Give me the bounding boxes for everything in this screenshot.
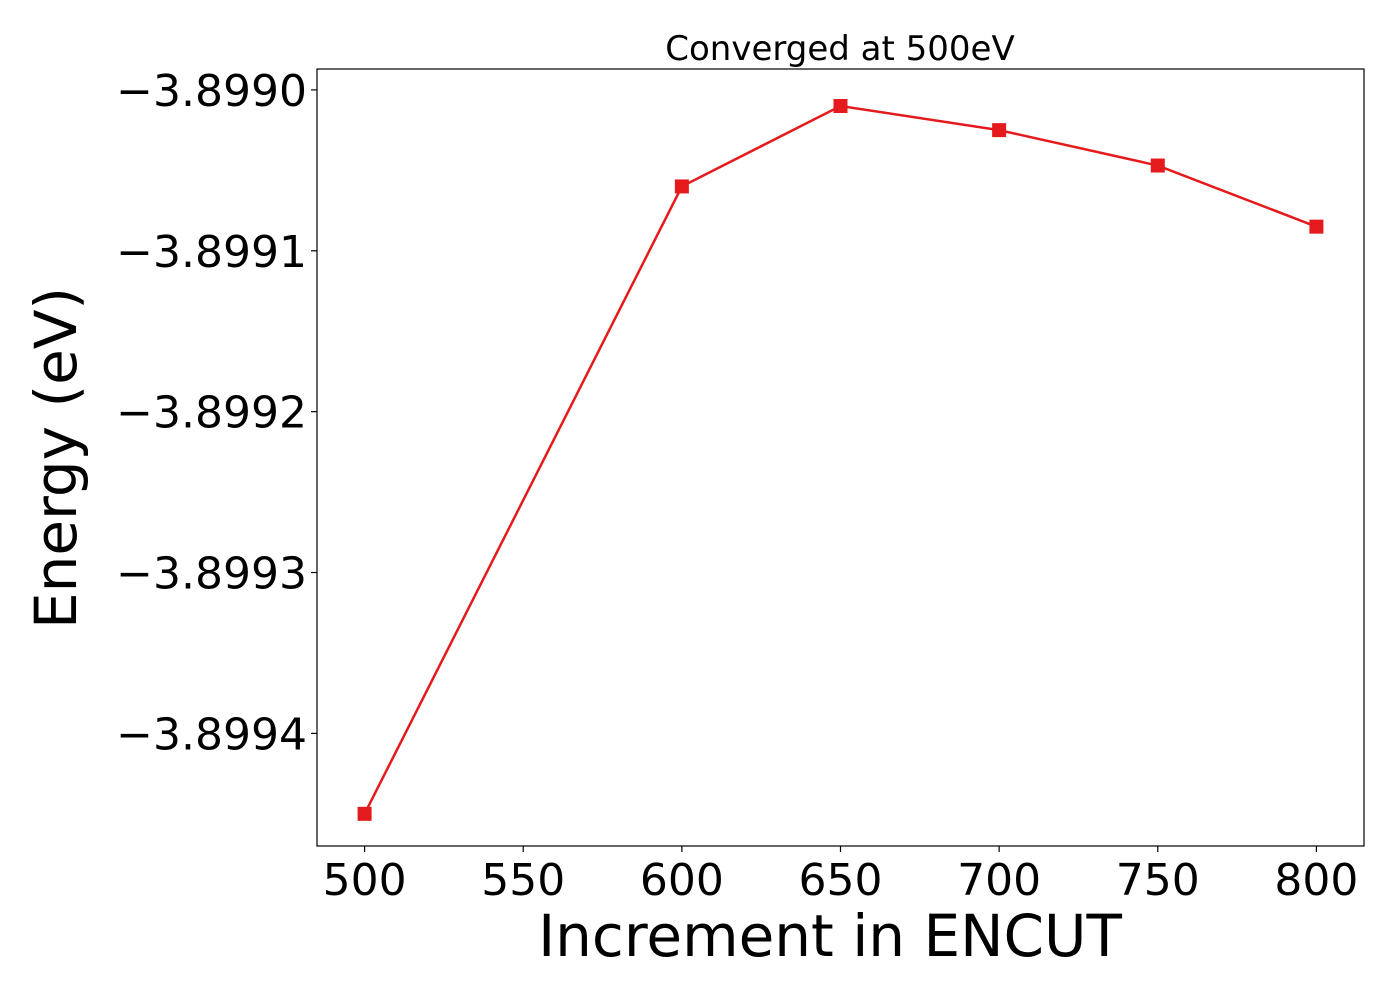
y-axis-ticks: −3.8994 −3.8993 −3.8992 −3.8991 −3.8990 <box>116 66 317 760</box>
series-line <box>363 104 1317 815</box>
chart-title: Converged at 500eV <box>665 29 1014 69</box>
data-point-marker <box>674 179 689 194</box>
data-point-marker <box>992 123 1007 138</box>
x-tick-label: 800 <box>1274 855 1358 906</box>
y-axis-title: Energy (eV) <box>22 287 90 629</box>
data-point-marker <box>1150 158 1165 173</box>
data-point-marker <box>833 99 848 113</box>
x-tick-label: 650 <box>799 855 883 906</box>
plot-area <box>316 68 1365 847</box>
x-tick-label: 700 <box>957 855 1041 906</box>
y-tick-label: −3.8990 <box>116 66 307 117</box>
x-tick-label: 500 <box>323 855 407 906</box>
y-tick-label: −3.8991 <box>116 227 307 278</box>
x-tick-label: 550 <box>481 855 565 906</box>
y-tick-label: −3.8994 <box>116 709 307 760</box>
series-layer <box>357 99 1324 821</box>
x-axis-title: Increment in ENCUT <box>538 902 1122 970</box>
x-axis-ticks: 500 550 600 650 700 750 800 <box>323 846 1358 906</box>
y-tick-label: −3.8993 <box>116 549 307 600</box>
x-tick-label: 600 <box>640 855 724 906</box>
data-point-marker <box>1309 219 1324 234</box>
y-tick-label: −3.8992 <box>116 388 307 439</box>
data-point-marker <box>357 806 372 821</box>
x-tick-label: 750 <box>1116 855 1200 906</box>
